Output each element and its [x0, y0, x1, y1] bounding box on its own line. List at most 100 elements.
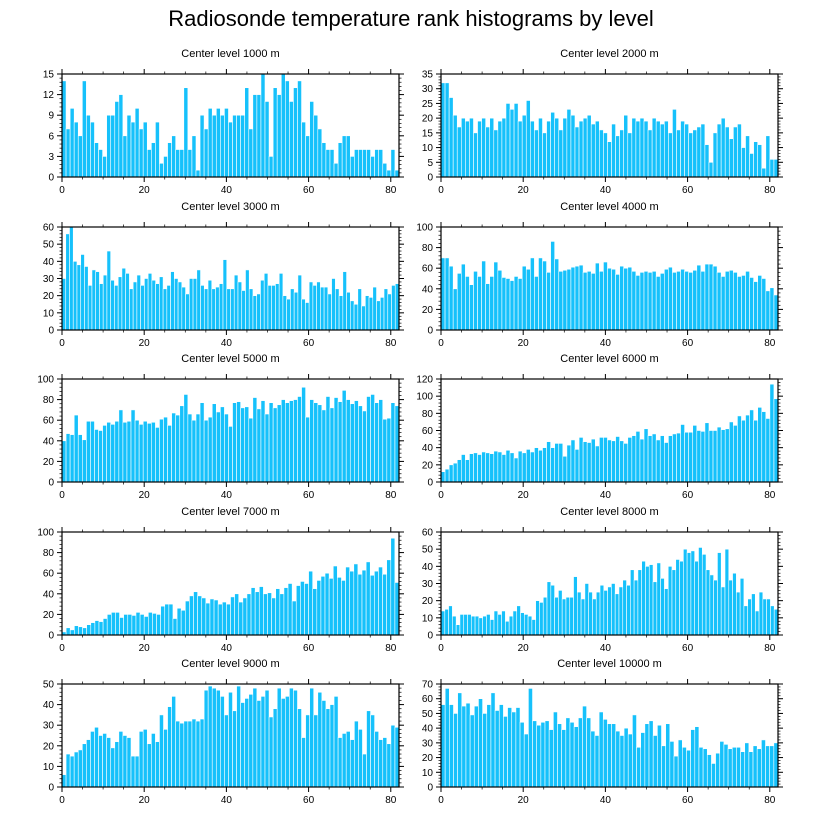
histogram-bar [448, 265, 454, 331]
histogram-bar [558, 590, 563, 636]
histogram-bar [623, 443, 629, 483]
y-tick-label: 40 [43, 257, 55, 268]
histogram-bar [94, 726, 99, 788]
histogram-bar [361, 569, 367, 636]
panel-title: Center level 9000 m [181, 658, 279, 670]
x-tick-label: 40 [600, 643, 612, 654]
histogram-bar [126, 737, 132, 788]
histogram-bar [482, 713, 488, 788]
histogram-bar [570, 266, 576, 331]
histogram-bar [341, 135, 347, 178]
histogram-bar [656, 562, 661, 636]
histogram-bar [765, 745, 770, 788]
histogram-bar [727, 748, 733, 788]
histogram-bar [61, 440, 67, 483]
histogram-bar [724, 428, 730, 483]
histogram-bar [444, 608, 449, 636]
histogram-bar [69, 629, 75, 636]
y-tick-label: 40 [422, 562, 434, 573]
histogram-bar [465, 276, 470, 331]
histogram-bar [716, 123, 722, 178]
histogram-bar [696, 126, 702, 178]
y-tick-label: 60 [43, 569, 55, 580]
y-tick-label: 50 [422, 709, 434, 720]
histogram-bar [195, 720, 201, 788]
histogram-bar [470, 615, 476, 636]
histogram-bar [694, 726, 700, 788]
histogram-bar [602, 719, 608, 788]
histogram-bar [155, 283, 160, 331]
histogram-bar [248, 288, 254, 331]
histogram-bar [215, 411, 221, 483]
x-tick-label: 0 [59, 338, 65, 349]
histogram-bar [282, 295, 287, 331]
histogram-bar [463, 614, 468, 636]
histogram-bar [712, 430, 718, 483]
histogram-bar [90, 420, 95, 483]
histogram-bar [679, 560, 684, 636]
histogram-bar [599, 270, 604, 331]
histogram-bar [673, 755, 679, 788]
histogram-bar [509, 280, 515, 331]
histogram-bar [582, 441, 588, 483]
histogram-bar [440, 257, 446, 331]
histogram-bar [749, 409, 754, 483]
histogram-bar [639, 272, 645, 331]
histogram-bar [717, 552, 722, 636]
histogram-bar [233, 274, 239, 331]
histogram-bar [588, 591, 593, 636]
histogram-bar [639, 117, 645, 178]
histogram-bar [623, 727, 629, 788]
histogram-bar [534, 276, 539, 331]
x-tick-label: 80 [764, 490, 776, 501]
histogram-bar [134, 419, 140, 483]
histogram-bar [641, 560, 646, 636]
histogram-bar [648, 720, 654, 788]
panel-title: Center level 2000 m [560, 48, 658, 60]
histogram-bar [224, 108, 229, 178]
histogram-bar [756, 748, 762, 788]
y-tick-label: 40 [43, 700, 55, 711]
histogram-bar [275, 283, 280, 331]
histogram-bar [700, 270, 706, 331]
histogram-bar [94, 142, 99, 178]
histogram-bar [582, 117, 588, 178]
histogram-bar [542, 596, 548, 636]
histogram-bar [477, 454, 482, 483]
histogram-bar [73, 414, 79, 483]
histogram-bar [761, 167, 767, 178]
histogram-bar [335, 288, 340, 331]
histogram-bar [171, 696, 176, 788]
histogram-bar [538, 257, 543, 331]
histogram-bar [467, 614, 472, 636]
histogram-bar [599, 584, 605, 636]
histogram-bar [635, 431, 641, 483]
histogram-bar [773, 398, 779, 483]
x-tick-label: 40 [221, 643, 233, 654]
histogram-bar [209, 598, 215, 636]
histogram-bar [477, 276, 482, 331]
panel-9: Center level 9000 m 0 10 20 30 40 50 0 20 40 60 80 [43, 658, 404, 806]
histogram-bar [562, 117, 568, 178]
histogram-bar [135, 612, 141, 636]
histogram-bar [291, 600, 297, 636]
histogram-bar [123, 614, 129, 636]
histogram-bar [283, 587, 289, 636]
y-tick-label: 0 [48, 326, 54, 337]
histogram-bar [220, 406, 225, 483]
histogram-bar [513, 457, 519, 483]
histogram-bar [530, 451, 535, 483]
histogram-bar [301, 121, 306, 178]
x-tick-label: 20 [139, 185, 151, 196]
histogram-bar [238, 601, 244, 636]
histogram-bar [672, 109, 677, 178]
histogram-bar [354, 149, 359, 178]
histogram-bar [724, 126, 730, 178]
histogram-bar [719, 741, 725, 788]
histogram-bar [665, 723, 671, 788]
panel-title: Center level 3000 m [181, 201, 279, 213]
histogram-bar [72, 261, 78, 331]
panel-title: Center level 8000 m [560, 506, 658, 518]
histogram-bar [469, 284, 474, 331]
histogram-bar [102, 274, 108, 331]
